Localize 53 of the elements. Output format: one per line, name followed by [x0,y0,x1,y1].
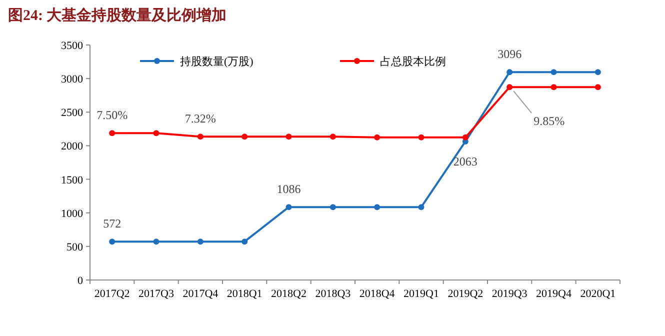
data-label: 3096 [498,47,522,62]
x-tick-label: 2019Q1 [404,288,439,300]
point [374,134,380,140]
x-tick-label: 2019Q3 [492,288,528,300]
point [286,134,292,140]
point [506,69,513,76]
point [109,130,116,136]
point [550,84,557,90]
data-label: 9.85% [534,114,565,128]
y-tick-label: 500 [66,241,84,254]
x-tick-label: 2018Q1 [226,288,262,300]
data-label: 1086 [276,182,301,196]
point [506,84,513,90]
point [462,134,468,140]
data-label: 2063 [453,154,478,168]
x-tick-label: 2019Q4 [536,288,572,300]
point [374,204,380,210]
legend-label: 占总股本比例 [380,55,446,68]
y-tick-label: 0 [78,275,84,287]
x-tick-label: 2020Q1 [580,288,616,300]
x-tick-label: 2018Q4 [359,288,396,300]
chart-title: 图24: 大基金持股数量及比例增加 [8,7,227,24]
point [550,69,557,76]
point [153,130,160,136]
x-tick-label: 2018Q3 [315,288,352,300]
point [197,238,204,245]
x-tick-label: 2017Q4 [182,288,219,300]
point [242,134,248,140]
y-tick-label: 3000 [61,74,84,86]
data-label: 7.32% [184,112,216,126]
x-tick-label: 2019Q2 [448,288,484,300]
point [109,238,116,245]
point [418,134,424,140]
y-tick-label: 1000 [61,208,84,220]
x-tick-label: 2017Q3 [138,288,174,300]
point [286,204,292,210]
legend-label: 持股数量(万股) [180,56,254,68]
point [153,238,160,245]
point [197,134,204,140]
data-label: 572 [103,216,122,231]
x-tick-label: 2018Q2 [271,288,306,300]
point [242,238,248,245]
point [594,84,601,90]
point [418,204,424,210]
x-tick-label: 2017Q2 [94,288,130,300]
y-tick-label: 3500 [61,40,84,52]
point [330,134,336,140]
y-tick-label: 1500 [61,174,84,186]
data-label: 7.50% [96,108,128,122]
point [330,204,336,210]
point [594,69,601,76]
y-tick-label: 2500 [61,107,84,120]
y-tick-label: 2000 [61,140,84,153]
